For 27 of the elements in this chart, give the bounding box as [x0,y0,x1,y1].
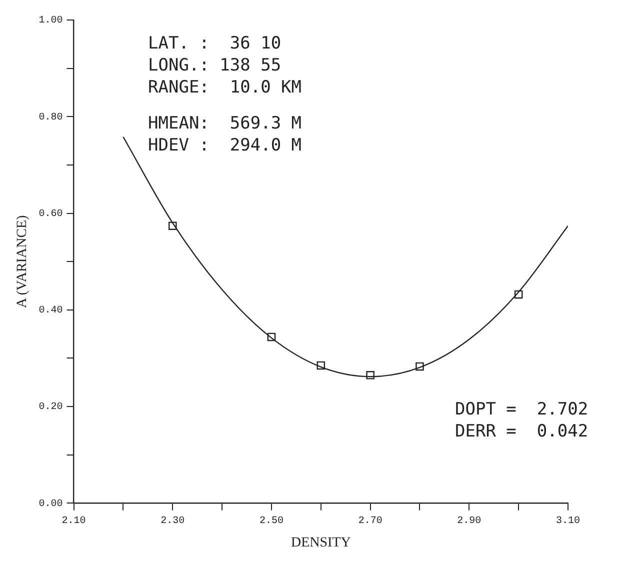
point [514,290,523,299]
x-tick-label: 2.10 [62,516,86,527]
x-tick-label: 2.90 [457,516,482,527]
y-tick-label: 0.20 [38,402,63,414]
annotation: DERR = 0.042 [455,421,588,442]
annotation: LONG.: 138 55 [148,55,282,76]
point [366,371,374,380]
annotation: RANGE: 10.0 KM [148,77,302,98]
annotation: DOPT = 2.702 [455,399,588,420]
point [267,332,276,342]
x-tick-label: 3.10 [556,516,580,527]
annotation: HMEAN: 569.3 M [148,113,302,134]
x-axis-title: DENSITY [290,535,351,550]
y-tick-label: 0.60 [38,208,63,220]
y-tick-label: 0.40 [38,306,63,317]
annotation: HDEV : 294.0 M [148,135,302,156]
y-axis-title: A (VARIANCE) [15,214,30,308]
x-tick-label: 2.70 [358,516,382,527]
annotation: LAT. : 36 10 [148,33,282,54]
y-tick-label: 0.80 [38,112,63,124]
y-tick-label: 1.00 [38,16,63,27]
x-tick-label: 2.50 [259,516,284,527]
point [168,222,177,230]
x-tick-label: 2.30 [160,516,185,527]
y-tick-label: 0.00 [38,498,63,510]
point [416,362,424,371]
point [316,361,326,370]
